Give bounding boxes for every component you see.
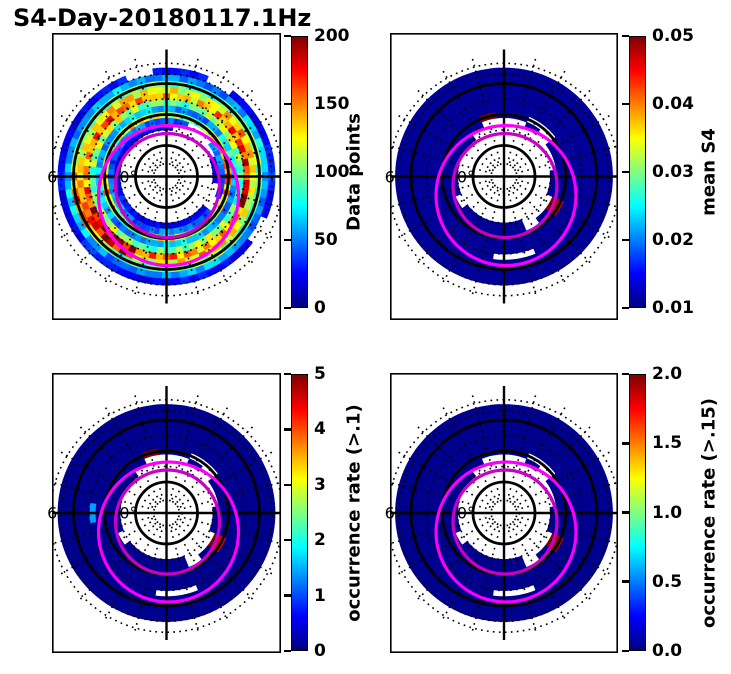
colorbar-tick	[284, 538, 291, 542]
colorbar-tick	[284, 170, 291, 174]
colorbar-tick	[284, 238, 291, 242]
colorbar-tick-label: 2.0	[652, 364, 683, 384]
colorbar-tick	[622, 170, 629, 174]
colorbar-tick	[284, 372, 291, 376]
figure-title: S4-Day-20180117.1Hz	[13, 4, 312, 32]
colorbar-tick	[622, 511, 629, 514]
colorbar-tick-label: 50	[314, 230, 338, 250]
colorbar-tick	[284, 34, 291, 38]
colorbar-gradient-data-points	[291, 36, 308, 308]
colorbar-tick-label: 150	[314, 94, 350, 114]
colorbar-tick	[622, 102, 629, 106]
colorbar-tick-label: 1	[314, 585, 326, 606]
colorbar-tick	[622, 238, 629, 242]
colorbar-tick-label: 0.03	[652, 162, 694, 182]
colorbar-tick	[622, 306, 629, 310]
polar-panel-occurrence-rate-gt-0.1: 80°70°60°	[47, 373, 281, 653]
colorbar-tick	[622, 580, 629, 584]
polar-panel-data-points: 80°70°60°	[47, 33, 281, 320]
colorbar-tick-label: 0.5	[652, 571, 683, 592]
colorbar-gradient-mean-s4	[629, 36, 646, 308]
colorbar-tick	[622, 372, 629, 376]
polar-panel-mean-s4: 80°70°60°	[385, 33, 618, 320]
polar-plot-canvas-occurrence-rate-gt-0.1	[52, 373, 281, 653]
colorbar-tick-label: 1.0	[652, 502, 683, 523]
colorbar-tick	[622, 441, 629, 445]
colorbar-tick-label: 4	[314, 419, 326, 440]
polar-plot-canvas-data-points	[52, 33, 281, 320]
colorbar-tick	[284, 428, 291, 431]
colorbar-tick-label: 1.5	[652, 433, 683, 454]
colorbar-tick-label: 5	[314, 364, 326, 384]
colorbar-axis-label-occurrence-rate-gt-0.15: occurrence rate (>.15)	[698, 398, 720, 628]
colorbar-axis-label-occurrence-rate-gt-0.1: occurrence rate (>.1)	[343, 404, 365, 622]
colorbar-tick-label: 0	[314, 298, 326, 318]
colorbar-occurrence-rate-gt-0.1: 0 1 2 3 4 5	[284, 364, 326, 661]
colorbar-tick	[284, 102, 291, 106]
colorbar-tick	[284, 483, 291, 487]
colorbar-data-points: 0 50 100 150 200	[284, 26, 350, 318]
colorbar-tick	[284, 649, 291, 653]
colorbar-tick-label: 3	[314, 474, 326, 495]
colorbar-axis-label-mean-s4: mean S4	[698, 128, 720, 216]
colorbar-tick-label: 0.0	[652, 641, 683, 661]
colorbar-tick	[622, 34, 629, 38]
colorbar-gradient-occurrence-rate-gt-0.15	[629, 374, 646, 651]
colorbar-occurrence-rate-gt-0.15: 0.0 0.5 1.0 1.5 2.0	[622, 364, 682, 661]
colorbar-tick-label: 2	[314, 530, 326, 551]
colorbar-mean-s4: 0.01 0.02 0.03 0.04 0.05	[622, 26, 694, 318]
colorbar-tick-label: 0.04	[652, 94, 694, 114]
colorbar-tick-label: 0	[314, 641, 326, 661]
colorbar-tick	[622, 649, 629, 653]
colorbar-tick-label: 0.01	[652, 298, 694, 318]
colorbar-gradient-occurrence-rate-gt-0.1	[291, 374, 308, 651]
colorbar-tick-label: 200	[314, 26, 350, 46]
polar-plot-canvas-occurrence-rate-gt-0.15	[390, 373, 618, 653]
colorbar-tick	[284, 594, 291, 597]
colorbar-tick-label: 100	[314, 162, 350, 182]
polar-panel-occurrence-rate-gt-0.15: 80°70°60°	[385, 373, 618, 653]
colorbar-tick-label: 0.02	[652, 230, 694, 250]
polar-plot-canvas-mean-s4	[390, 33, 618, 320]
colorbar-tick-label: 0.05	[652, 26, 694, 46]
colorbar-axis-label-data-points: Data points	[343, 113, 365, 231]
colorbar-tick	[284, 306, 291, 310]
